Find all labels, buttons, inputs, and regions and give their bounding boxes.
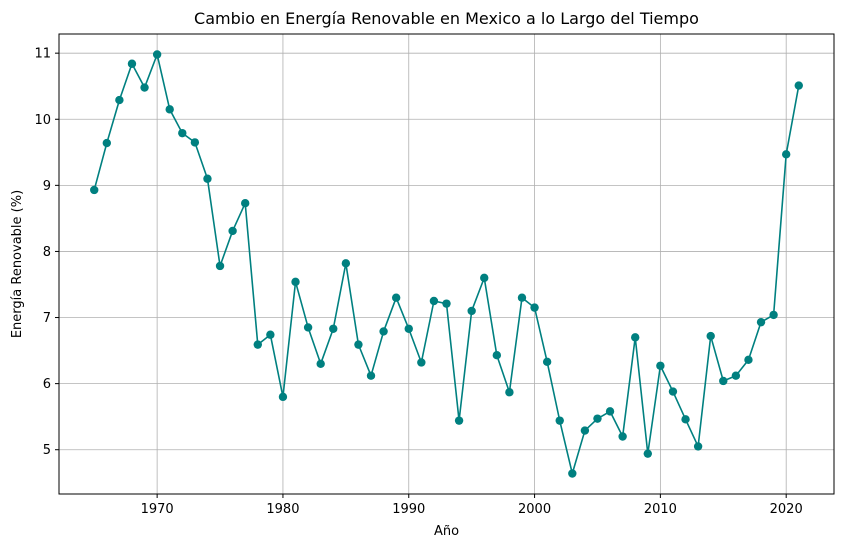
data-point	[278, 392, 288, 402]
data-point	[417, 358, 426, 367]
x-tick-label: 1970	[141, 502, 174, 517]
data-point	[530, 303, 539, 312]
data-point	[467, 306, 476, 316]
y-tick-label: 9	[43, 179, 51, 194]
data-point	[731, 371, 741, 380]
plot-area	[59, 34, 834, 494]
x-tick-label: 1980	[266, 502, 299, 517]
data-point	[492, 351, 502, 360]
data-point	[190, 138, 200, 147]
data-point	[454, 416, 464, 425]
data-point	[744, 355, 753, 365]
y-tick-label: 8	[43, 245, 51, 260]
data-point	[505, 388, 514, 397]
plot-frame	[58, 33, 835, 495]
data-point	[228, 226, 237, 236]
data-point	[429, 296, 439, 306]
data-point	[618, 432, 627, 441]
data-point	[568, 469, 577, 478]
data-point	[316, 359, 325, 368]
data-point	[605, 407, 615, 416]
data-point	[781, 150, 791, 159]
x-tick-label: 2000	[518, 502, 551, 517]
x-axis-label: Año	[434, 524, 459, 539]
data-point	[794, 81, 803, 90]
data-point	[719, 376, 728, 386]
axis-ticks: 1970 1980 1990 2000 2010 2020 5 6 7 8 9 10 11	[34, 47, 802, 517]
data-point	[366, 371, 376, 380]
data-point	[706, 331, 715, 341]
data-point	[127, 59, 137, 68]
data-point	[140, 83, 149, 92]
data-point	[165, 105, 174, 114]
data-point	[253, 340, 262, 349]
data-point	[442, 299, 451, 308]
data-point	[693, 442, 703, 451]
y-tick-label: 5	[43, 443, 51, 458]
data-point	[102, 138, 112, 148]
data-point	[241, 198, 250, 208]
x-tick-label: 2020	[770, 502, 803, 517]
data-point	[631, 333, 640, 342]
x-tick-label: 2010	[644, 502, 677, 517]
data-point	[756, 317, 766, 327]
y-tick-label: 6	[43, 377, 51, 392]
data-point	[303, 323, 313, 332]
chart-title: Cambio en Energía Renovable en Mexico a …	[194, 9, 699, 28]
data-point	[90, 185, 99, 195]
data-point	[341, 259, 351, 268]
data-point	[115, 95, 124, 105]
data-point	[555, 416, 564, 425]
data-point	[668, 387, 678, 396]
y-tick-label: 11	[34, 47, 51, 62]
data-point	[379, 327, 388, 336]
data-point	[656, 361, 665, 370]
data-point	[593, 414, 602, 423]
data-point	[329, 324, 338, 333]
data-point	[480, 273, 489, 283]
data-point	[291, 277, 300, 287]
data-point	[391, 293, 401, 302]
data-point	[152, 50, 162, 59]
series-layer	[90, 50, 803, 478]
x-tick-label: 1990	[392, 502, 425, 517]
grid-lines	[59, 34, 834, 494]
data-point	[769, 310, 778, 320]
data-point	[266, 330, 275, 339]
data-point	[681, 415, 690, 424]
data-point	[203, 174, 212, 183]
data-point	[517, 293, 527, 302]
y-tick-label: 10	[34, 113, 51, 128]
y-tick-label: 7	[43, 311, 51, 326]
data-point	[542, 357, 552, 367]
data-point	[215, 261, 225, 271]
y-axis-label: Energía Renovable (%)	[10, 190, 25, 338]
data-point	[354, 340, 363, 349]
data-point	[178, 128, 187, 138]
data-point	[643, 449, 652, 458]
data-point	[580, 426, 590, 435]
data-point	[404, 324, 413, 333]
